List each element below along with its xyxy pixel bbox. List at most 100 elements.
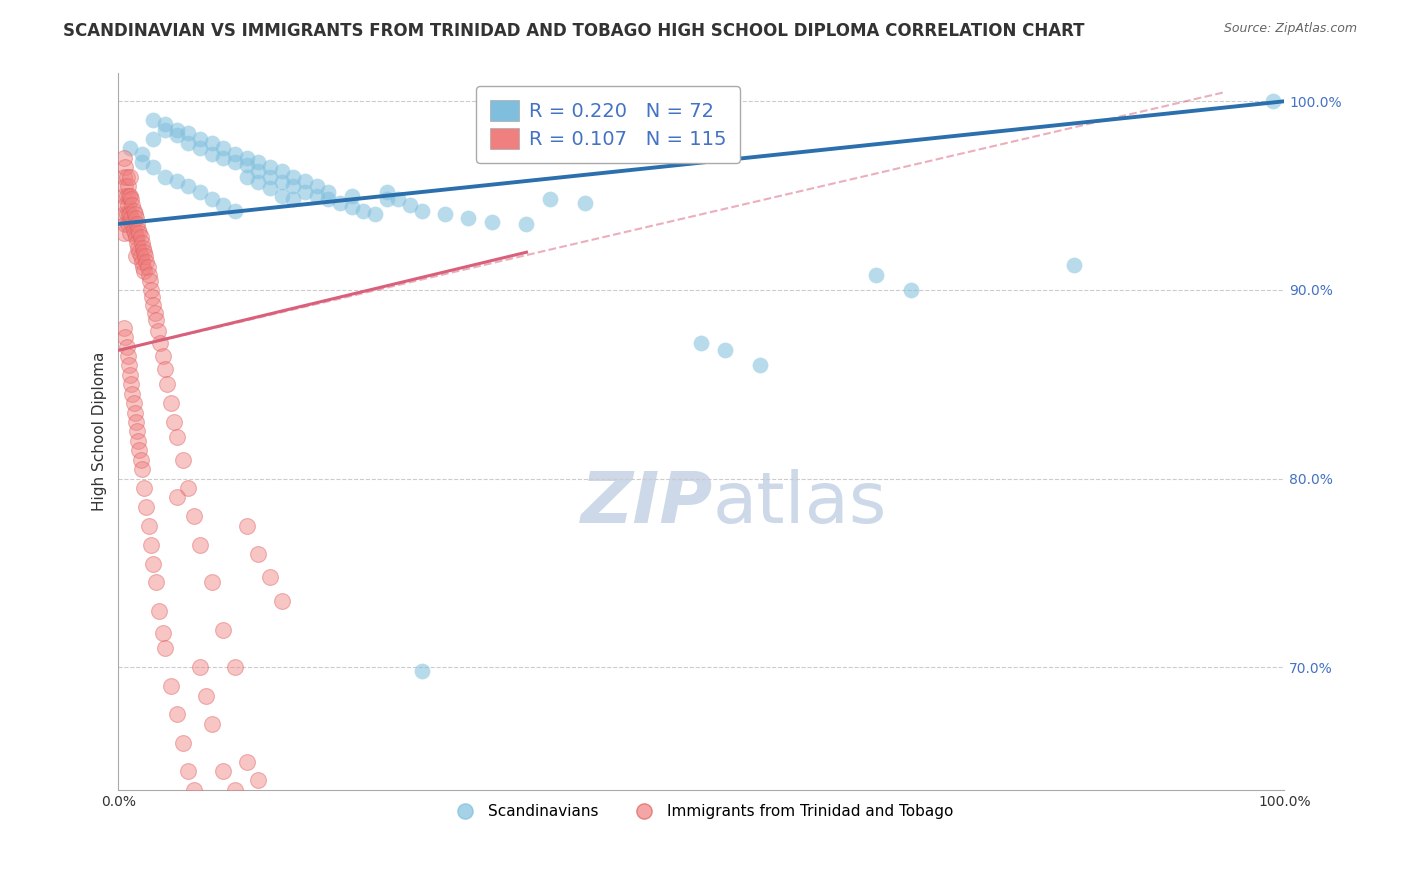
Legend: Scandinavians, Immigrants from Trinidad and Tobago: Scandinavians, Immigrants from Trinidad … [443, 798, 959, 825]
Point [132, 242, 155, 256]
Point [120, 188, 142, 202]
Point [259, 570, 281, 584]
Point [183, 509, 205, 524]
Point [127, 425, 149, 439]
Point [166, 122, 188, 136]
Point [143, 305, 166, 319]
Point [115, 188, 138, 202]
Point [270, 164, 292, 178]
Point [127, 235, 149, 250]
Point [117, 198, 139, 212]
Point [139, 273, 162, 287]
Point [247, 547, 270, 561]
Point [131, 235, 153, 250]
Point [128, 227, 150, 241]
Point [713, 343, 735, 358]
Point [201, 136, 224, 150]
Point [294, 173, 316, 187]
Point [118, 188, 141, 202]
Point [247, 154, 270, 169]
Point [364, 207, 387, 221]
Point [212, 141, 235, 155]
Point [283, 179, 305, 194]
Point [194, 689, 217, 703]
Point [124, 227, 146, 241]
Point [177, 481, 200, 495]
Point [235, 151, 257, 165]
Point [224, 147, 246, 161]
Point [112, 320, 135, 334]
Point [121, 217, 143, 231]
Point [120, 377, 142, 392]
Point [153, 641, 176, 656]
Point [153, 122, 176, 136]
Point [122, 203, 145, 218]
Point [411, 203, 433, 218]
Point [131, 147, 153, 161]
Point [433, 207, 456, 221]
Point [114, 330, 136, 344]
Point [125, 249, 148, 263]
Point [152, 349, 174, 363]
Point [141, 291, 163, 305]
Point [352, 203, 374, 218]
Point [120, 368, 142, 382]
Point [270, 188, 292, 202]
Point [166, 128, 188, 143]
Point [247, 175, 270, 189]
Point [112, 227, 135, 241]
Point [129, 452, 152, 467]
Point [235, 158, 257, 172]
Point [120, 141, 142, 155]
Point [146, 325, 169, 339]
Point [1261, 95, 1284, 109]
Point [283, 169, 305, 184]
Point [224, 154, 246, 169]
Point [114, 198, 136, 212]
Point [865, 268, 887, 282]
Point [120, 211, 142, 226]
Point [120, 169, 142, 184]
Point [131, 154, 153, 169]
Point [411, 664, 433, 678]
Point [270, 175, 292, 189]
Point [145, 575, 167, 590]
Point [201, 193, 224, 207]
Point [142, 132, 165, 146]
Point [247, 164, 270, 178]
Point [1063, 259, 1085, 273]
Point [387, 193, 409, 207]
Point [127, 242, 149, 256]
Point [145, 313, 167, 327]
Point [160, 679, 183, 693]
Point [132, 260, 155, 275]
Point [120, 227, 142, 241]
Point [131, 254, 153, 268]
Point [224, 660, 246, 674]
Point [224, 783, 246, 797]
Point [117, 217, 139, 231]
Point [270, 815, 292, 830]
Point [538, 193, 561, 207]
Point [294, 185, 316, 199]
Point [153, 169, 176, 184]
Point [121, 198, 143, 212]
Point [305, 179, 328, 194]
Point [153, 117, 176, 131]
Point [188, 185, 211, 199]
Point [201, 147, 224, 161]
Point [270, 594, 292, 608]
Point [177, 136, 200, 150]
Point [457, 211, 479, 226]
Point [120, 207, 142, 221]
Point [163, 415, 186, 429]
Point [115, 340, 138, 354]
Point [283, 193, 305, 207]
Point [183, 783, 205, 797]
Point [177, 126, 200, 140]
Point [112, 151, 135, 165]
Point [212, 764, 235, 778]
Point [515, 217, 537, 231]
Y-axis label: High School Diploma: High School Diploma [93, 351, 107, 511]
Point [136, 260, 159, 275]
